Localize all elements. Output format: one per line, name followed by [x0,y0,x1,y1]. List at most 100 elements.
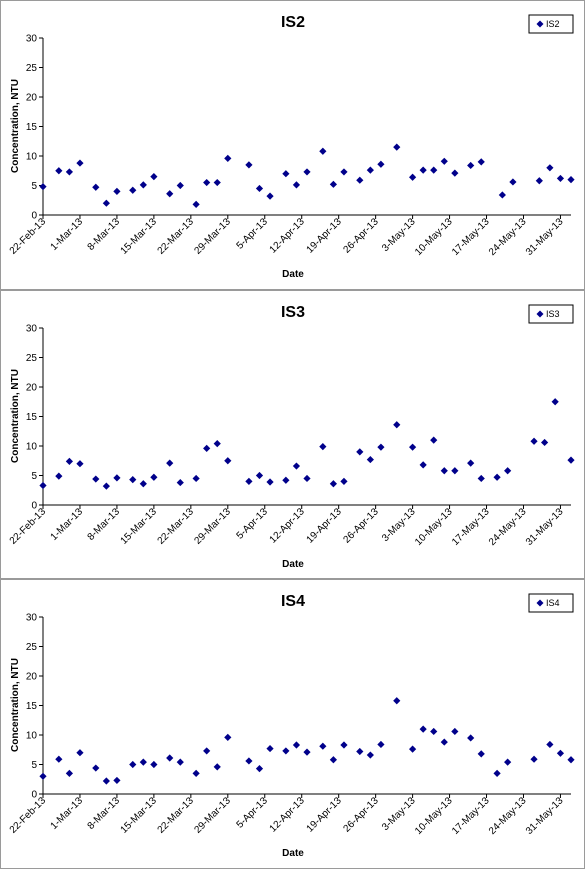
data-point [546,164,554,172]
y-tick-label: 5 [31,471,37,482]
data-point [567,456,575,464]
x-tick-label: 26-Apr-13 [342,506,382,546]
data-point [356,747,364,756]
x-tick-label: 29-Mar-13 [193,795,234,836]
data-point [150,760,158,769]
x-tick-label: 15-Mar-13 [119,506,160,547]
data-point [266,478,274,486]
data-point [340,168,348,176]
chart-panel-is4: IS4 0 5 10 15 20 25 30 22-Feb-13 1-Mar-13 8-Mar-13… [0,579,585,869]
data-point [393,697,401,705]
data-point [356,176,364,184]
y-tick-label: 15 [26,701,38,712]
data-point [166,459,174,467]
x-axis-label: Date [282,559,304,570]
data-point [530,437,538,445]
data-point [498,191,506,199]
data-point [166,190,174,198]
x-tick-label: 22-Feb-13 [8,506,49,547]
data-point [546,740,554,749]
data-point [55,755,63,763]
data-point [535,177,543,185]
x-tick-label: 10-May-13 [413,216,455,258]
x-tick-label: 8-Mar-13 [86,506,123,543]
x-tick-label: 17-May-13 [450,506,492,548]
data-point [282,747,290,755]
y-tick-label: 10 [26,152,38,163]
data-point [477,158,485,166]
data-point [102,482,110,490]
x-tick-label: 12-Apr-13 [268,216,308,256]
data-point [102,777,110,785]
data-point [139,181,147,189]
data-point [340,741,348,749]
x-tick-label: 15-Mar-13 [119,795,160,836]
data-point [213,178,221,187]
x-tick-label: 26-Apr-13 [342,216,382,256]
data-point [319,742,327,750]
data-point [203,178,211,187]
x-tick-label: 10-May-13 [413,506,455,548]
data-point [419,725,427,733]
data-point [430,727,438,736]
data-point [65,168,73,176]
data-point [55,472,63,480]
data-point [139,758,147,766]
legend-label: IS4 [546,598,560,608]
data-point [245,757,253,765]
data-point [224,154,232,162]
data-point [255,765,264,773]
legend-marker [536,20,544,28]
chart-panel-is3: IS3 0 5 10 15 20 25 30 22-Feb-13 1-Mar-13 8-Mar-13… [0,290,585,579]
data-point [203,747,211,755]
x-tick-label: 22-Feb-13 [8,216,49,257]
data-point [245,477,253,485]
data-point [129,760,137,769]
data-point [213,440,221,448]
data-point [567,756,575,764]
data-point [504,758,512,766]
y-tick-label: 10 [26,731,38,742]
x-tick-label: 17-May-13 [450,216,492,258]
y-tick-label: 20 [26,383,38,394]
data-point [451,727,459,736]
x-tick-label: 8-Mar-13 [86,216,123,253]
data-point [224,733,232,741]
x-tick-label: 10-May-13 [413,795,455,837]
y-tick-label: 0 [31,211,37,222]
y-axis-label: Concentration, NTU [10,369,21,463]
y-tick-label: 0 [31,501,37,512]
chart-svg-is3: IS3 0 5 10 15 20 25 30 22-Feb-13 1-Mar-13 8-Mar-13… [8,304,575,570]
data-point [530,755,538,763]
data-point [150,473,158,481]
x-tick-label: 26-Apr-13 [342,795,382,835]
data-point [556,749,565,757]
chart-svg-is4: IS4 0 5 10 15 20 25 30 22-Feb-13 1-Mar-13 8-Mar-13… [8,593,575,859]
data-point [129,186,137,194]
data-point [467,734,475,742]
data-point [451,467,459,475]
y-tick-label: 30 [26,613,38,624]
x-tick-label: 24-May-13 [487,795,529,837]
legend-box [528,14,574,34]
x-tick-label: 31-May-13 [524,216,566,258]
x-tick-label: 29-Mar-13 [193,506,234,547]
x-tick-label: 19-Apr-13 [305,795,345,835]
data-point [504,467,512,475]
data-point [266,744,274,753]
x-tick-label: 8-Mar-13 [86,795,123,832]
y-tick-label: 10 [26,442,38,453]
data-point [377,740,385,749]
legend-box [528,593,574,613]
x-axis-label: Date [282,848,304,859]
data-point [113,776,121,785]
data-point [409,745,417,753]
x-tick-label: 12-Apr-13 [268,506,308,546]
data-point [266,192,274,200]
data-point [65,769,73,777]
data-point [76,159,84,167]
data-point [129,476,137,484]
data-point [76,460,84,468]
data-point [150,173,158,181]
data-point [39,772,47,780]
